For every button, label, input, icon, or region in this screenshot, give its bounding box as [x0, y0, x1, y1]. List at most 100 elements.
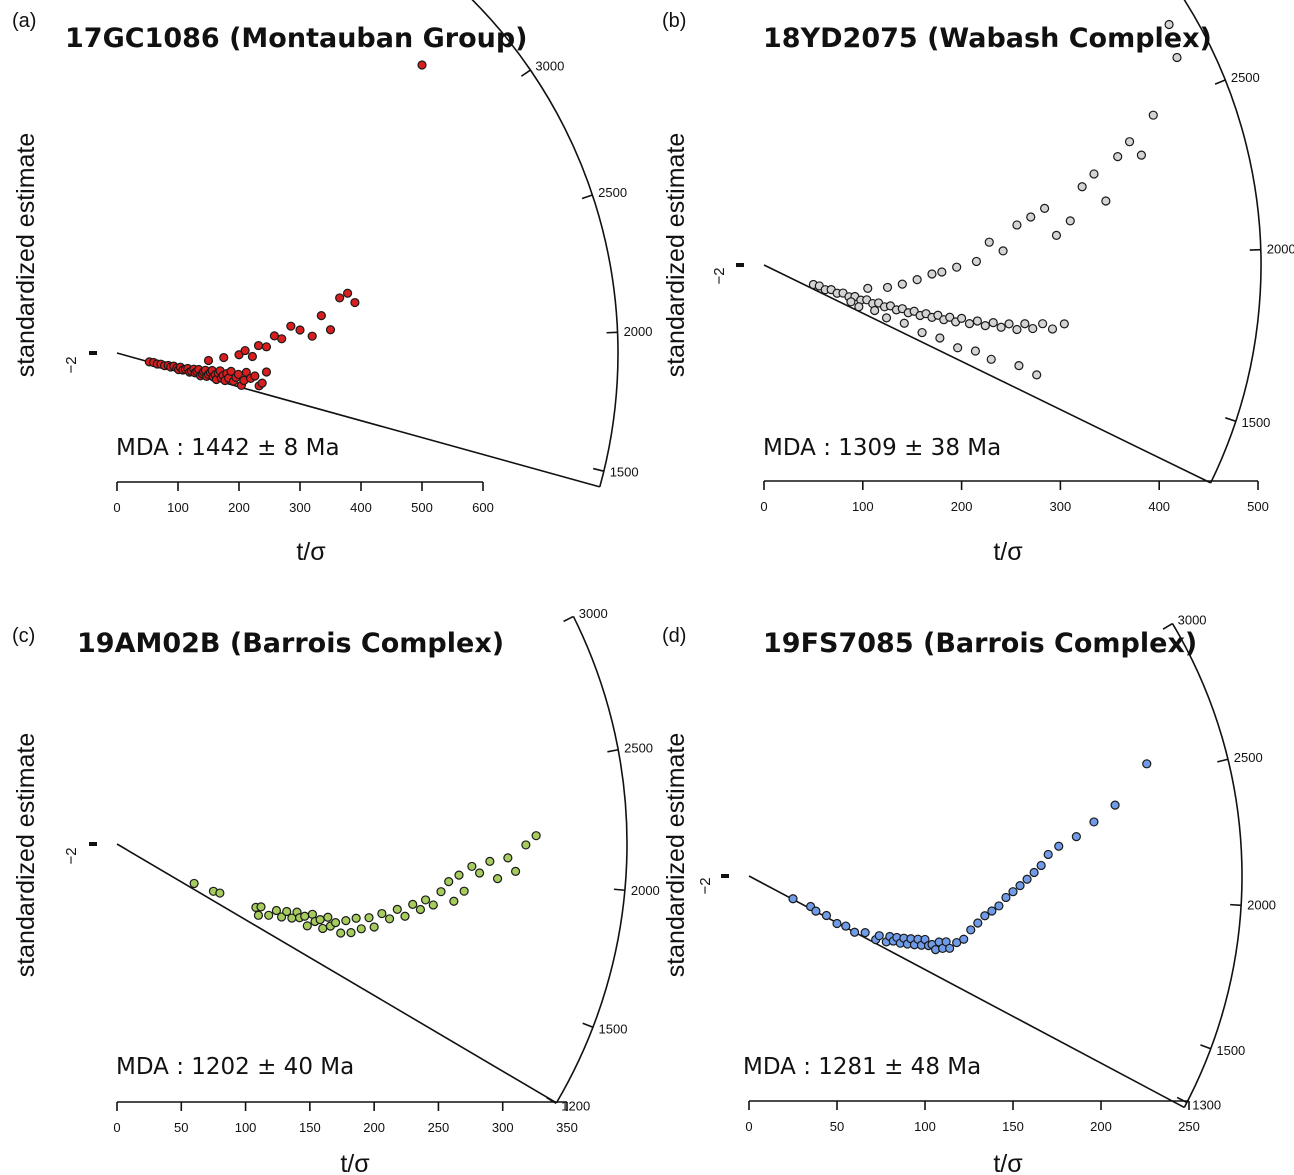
data-point	[325, 325, 336, 335]
data-point	[927, 269, 937, 279]
y-tick-minus-2: −2	[697, 877, 714, 894]
data-point	[1020, 319, 1030, 329]
data-point	[449, 896, 459, 906]
mda-ray	[116, 843, 557, 1104]
arc-tick	[607, 748, 619, 753]
data-point	[271, 905, 282, 916]
panel-b: (b) 18YD2075 (Wabash Complex) standardiz…	[662, 0, 1294, 566]
panel-label: (a)	[12, 10, 36, 32]
arc-tick	[592, 467, 605, 472]
axes-layer: 150020002500300033000100200300400500	[736, 0, 1294, 514]
data-point	[531, 831, 541, 841]
y-tick-minus-2: −2	[711, 267, 728, 284]
data-point	[1164, 19, 1174, 30]
x-tick-label: 0	[760, 499, 767, 514]
x-tick-label: 0	[745, 1119, 752, 1134]
arc-tick	[1225, 417, 1237, 423]
data-point	[1012, 220, 1022, 230]
data-point	[998, 246, 1008, 256]
panel-a: (a) 17GC1086 (Montauban Group) standardi…	[12, 0, 652, 566]
x-axis: 0 100 200 300 400 500 600	[113, 481, 494, 515]
data-point	[897, 279, 907, 289]
data-point	[356, 924, 366, 934]
data-point	[1110, 800, 1120, 810]
data-point	[234, 350, 244, 360]
x-tick-label: 600	[472, 500, 494, 515]
data-point	[253, 910, 264, 920]
panel-d: (d) 19FS7085 (Barrois Complex) standardi…	[662, 612, 1276, 1175]
data-point	[1014, 361, 1024, 371]
data-point	[341, 916, 351, 926]
data-point	[788, 894, 798, 904]
data-point	[444, 877, 454, 887]
data-point	[369, 922, 379, 932]
data-point	[436, 887, 446, 897]
data-point	[510, 866, 521, 877]
data-point	[250, 371, 260, 381]
data-point	[315, 915, 325, 925]
data-point	[996, 322, 1006, 332]
data-point	[1051, 230, 1062, 240]
data-point	[899, 318, 909, 328]
data-point	[980, 911, 990, 921]
age-arc	[555, 616, 628, 1104]
data-point	[1029, 867, 1039, 878]
x-tick-label: 150	[1002, 1119, 1024, 1134]
mda-label: MDA : 1442 ± 8 Ma	[116, 435, 340, 461]
data-point	[980, 320, 990, 331]
y-axis-label: standardized estimate	[12, 733, 40, 978]
x-axis-label: t/σ	[296, 538, 326, 566]
data-point	[956, 313, 967, 323]
data-point	[870, 305, 880, 316]
data-point	[302, 921, 312, 931]
points-layer	[788, 759, 1152, 955]
data-point	[1071, 832, 1081, 842]
data-point	[986, 354, 996, 364]
arc-tick	[1230, 903, 1242, 907]
arc-tick-label: 1500	[599, 1021, 628, 1036]
data-point	[972, 316, 983, 326]
data-point	[832, 918, 842, 929]
data-point	[849, 927, 860, 937]
mda-label: MDA : 1202 ± 40 Ma	[116, 1054, 354, 1080]
data-point	[420, 895, 431, 905]
arc-tick-label: 2500	[624, 741, 653, 756]
data-point	[257, 378, 267, 388]
x-axis-label: t/σ	[340, 1150, 370, 1175]
age-arc	[1183, 0, 1262, 484]
data-point	[937, 267, 947, 277]
data-point	[1036, 860, 1046, 871]
arc-tick	[1214, 79, 1226, 85]
data-point	[318, 923, 328, 934]
arc-tick-label: 1200	[561, 1098, 590, 1113]
data-point	[1113, 152, 1123, 162]
data-point	[330, 918, 341, 928]
panel-label: (c)	[12, 625, 35, 647]
data-point	[261, 367, 272, 377]
data-point	[392, 904, 402, 914]
x-tick-label: 50	[830, 1119, 844, 1134]
data-point	[1172, 52, 1182, 63]
arc-tick-label: 2000	[624, 324, 653, 339]
x-axis: 0 100 200 300 400 500	[760, 480, 1269, 514]
data-point	[811, 906, 821, 916]
data-point	[1032, 370, 1042, 380]
arc-tick-label: 2500	[598, 185, 627, 200]
data-point	[1028, 323, 1038, 334]
data-point	[276, 912, 287, 922]
x-tick-label: 150	[299, 1120, 321, 1135]
data-point	[428, 900, 438, 910]
data-point	[253, 340, 264, 351]
data-point	[1043, 849, 1053, 860]
data-point	[945, 943, 955, 953]
arc-tick-label: 2000	[631, 883, 660, 898]
data-point	[316, 310, 326, 321]
data-point	[1142, 759, 1152, 769]
points-layer	[808, 19, 1182, 380]
data-point	[215, 888, 225, 898]
data-point	[1022, 874, 1032, 884]
data-point	[521, 840, 531, 850]
axes-layer: 1300 1500 2000 2500 3000 0 50 100 150 200 250	[721, 612, 1276, 1134]
data-point	[474, 868, 485, 878]
